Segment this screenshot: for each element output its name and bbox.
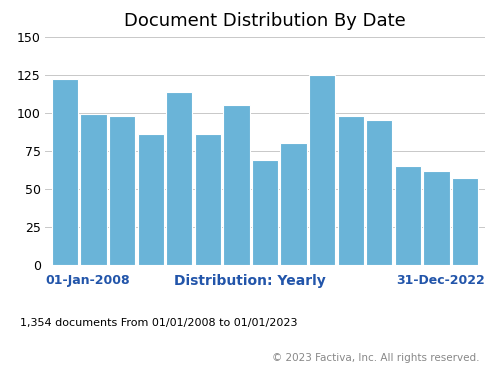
Bar (252, 160, 278, 265)
Bar (138, 134, 164, 265)
Text: 01-Jan-2008: 01-Jan-2008 (45, 274, 130, 287)
Bar (366, 120, 392, 265)
Bar (394, 166, 421, 265)
Title: Document Distribution By Date: Document Distribution By Date (124, 12, 406, 30)
Bar (452, 178, 478, 265)
Bar (424, 171, 450, 265)
Bar (309, 75, 336, 265)
Text: 31-Dec-2022: 31-Dec-2022 (396, 274, 485, 287)
Bar (224, 105, 250, 265)
Text: © 2023 Factiva, Inc. All rights reserved.: © 2023 Factiva, Inc. All rights reserved… (272, 353, 480, 363)
Bar (194, 134, 221, 265)
Bar (109, 116, 136, 265)
Text: 1,354 documents From 01/01/2008 to 01/01/2023: 1,354 documents From 01/01/2008 to 01/01… (20, 318, 297, 328)
Bar (280, 143, 306, 265)
Bar (52, 79, 78, 265)
Bar (166, 92, 192, 265)
Bar (338, 116, 364, 265)
Bar (80, 114, 106, 265)
Text: Distribution: Yearly: Distribution: Yearly (174, 274, 326, 288)
